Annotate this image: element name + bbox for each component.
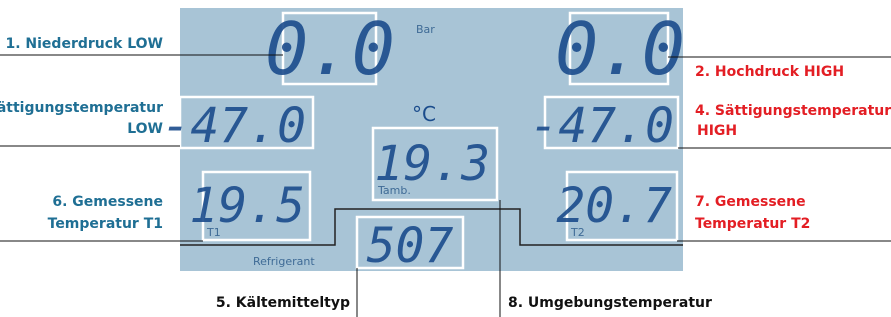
lcd-unit: Bar (416, 23, 435, 36)
diagram: 0.0 0.0 -47.0 -47.0 19.3 19.5 20.7 507 B… (0, 0, 891, 317)
annotation: Temperatur T2 (695, 216, 810, 232)
lcd-value: 0.0 (265, 7, 395, 91)
lcd-label: T2 (570, 226, 585, 239)
lcd-value: 507 (367, 218, 454, 274)
annotation: 2. Hochdruck HIGH (695, 64, 844, 80)
annotation: Temperatur T1 (48, 216, 163, 232)
annotation: 5. Kältemitteltyp (216, 295, 350, 311)
annotation: 3. Sättigungstemperatur (0, 100, 163, 116)
annotation: 1. Niederdruck LOW (5, 36, 163, 52)
annotation: 7. Gemessene (695, 194, 806, 210)
annotation: 8. Umgebungstemperatur (508, 295, 712, 311)
lcd-label: Refrigerant (253, 255, 315, 268)
lcd-value: -47.0 (162, 98, 307, 154)
lcd-label: T1 (206, 226, 221, 239)
annotation: LOW (127, 121, 163, 137)
annotation: 6. Gemessene (52, 194, 163, 210)
lcd-label: Tamb. (377, 184, 411, 197)
annotation: 4. Sättigungstemperatur (695, 103, 891, 119)
lcd-value: -47.0 (530, 98, 675, 154)
lcd-value: 0.0 (555, 7, 685, 91)
lcd-unit: °C (412, 102, 436, 126)
annotation: HIGH (697, 123, 737, 139)
